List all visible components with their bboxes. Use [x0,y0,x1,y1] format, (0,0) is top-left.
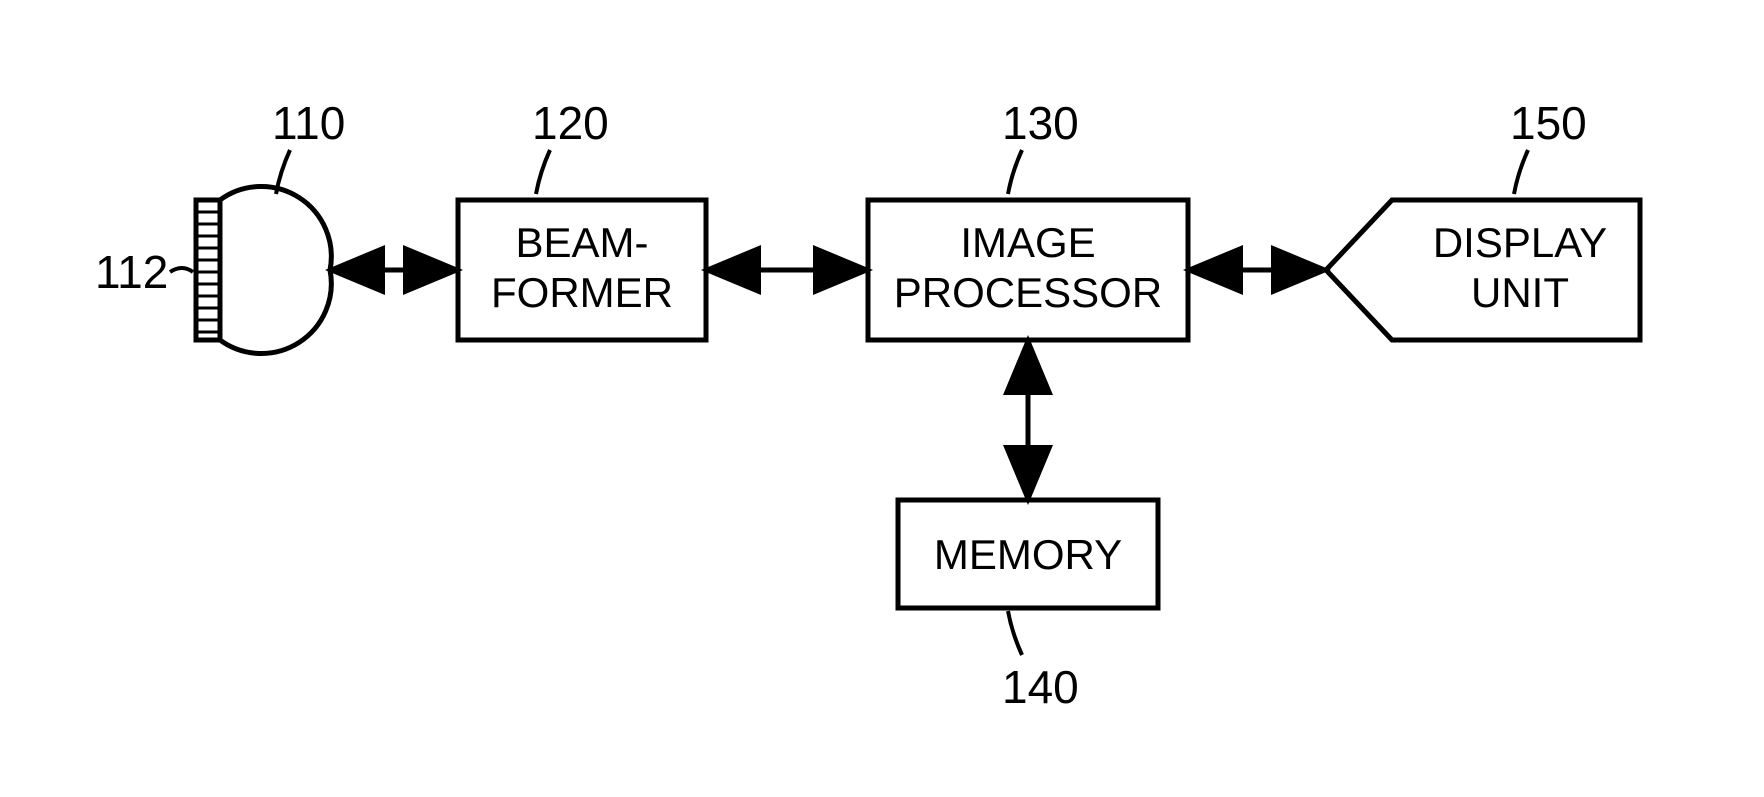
leader-130 [1008,150,1022,194]
beamformer-label-line1: BEAM- [515,219,648,266]
processor-label-line2: PROCESSOR [894,269,1162,316]
image-processor-label: IMAGE PROCESSOR [868,218,1188,319]
memory-label-line1: MEMORY [934,531,1122,578]
ref-150: 150 [1510,96,1587,150]
leader-150 [1514,150,1528,194]
transducer-block [196,187,331,354]
ref-120: 120 [532,96,609,150]
memory-label: MEMORY [898,530,1158,580]
ref-110: 110 [272,96,345,150]
block-diagram-container: 110 112 120 130 140 150 BEAM- FORMER IMA… [0,0,1764,797]
display-label-line2: UNIT [1471,269,1569,316]
display-label-line1: DISPLAY [1433,219,1607,266]
leader-120 [536,150,550,194]
ref-140: 140 [1002,660,1079,714]
display-unit-label: DISPLAY UNIT [1400,218,1640,319]
ref-130: 130 [1002,96,1079,150]
leader-140 [1008,611,1022,655]
processor-label-line1: IMAGE [960,219,1095,266]
beamformer-label-line2: FORMER [491,269,673,316]
leader-112 [170,268,193,272]
diagram-svg [0,0,1764,797]
beamformer-label: BEAM- FORMER [458,218,706,319]
ref-112: 112 [95,245,168,299]
